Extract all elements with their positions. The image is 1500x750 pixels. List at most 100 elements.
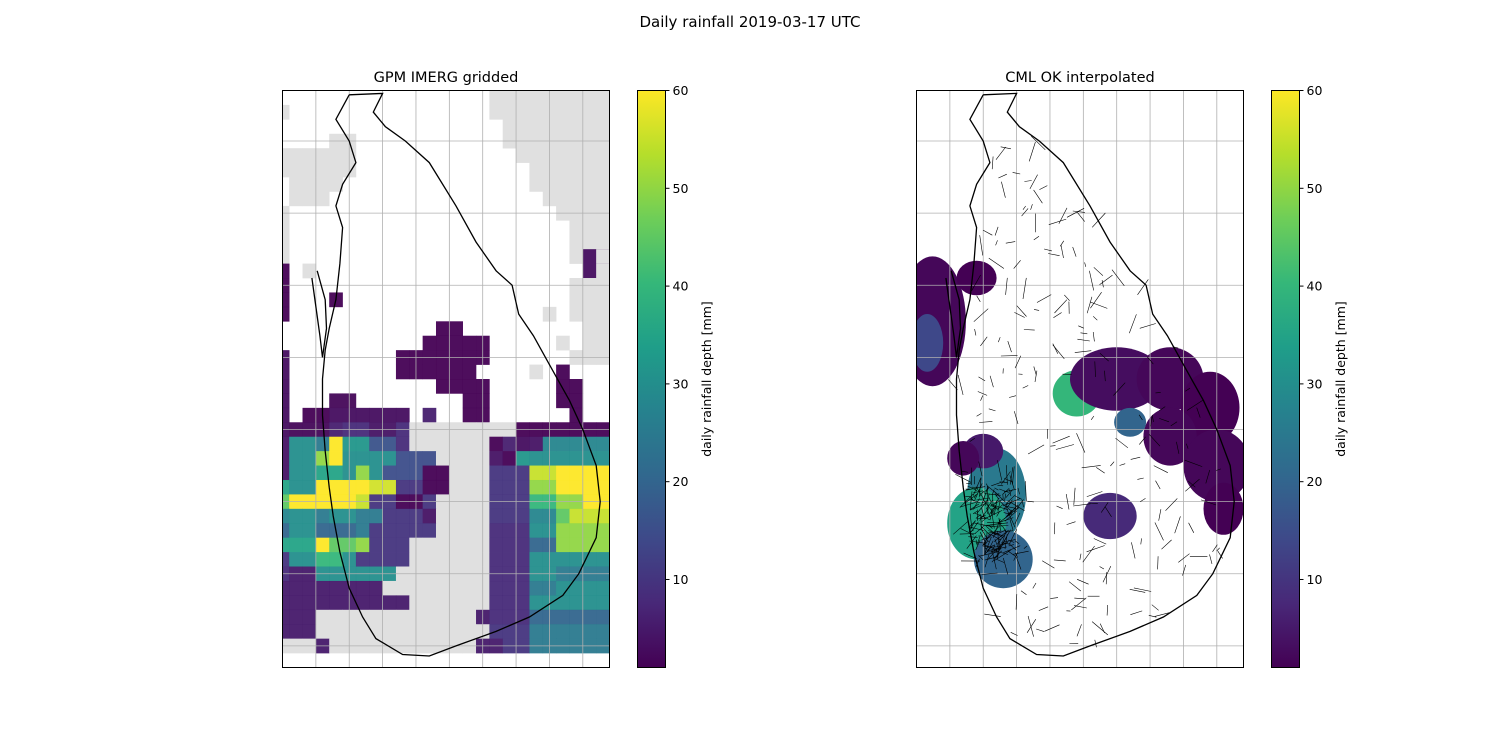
cml-link <box>1042 560 1055 569</box>
cml-link <box>1174 516 1181 534</box>
grid-cell <box>435 379 450 394</box>
cml-link <box>1017 487 1020 495</box>
grid-cell <box>449 379 463 394</box>
cml-link <box>994 226 999 236</box>
cml-link <box>1038 606 1049 611</box>
grid-cell-missing <box>516 90 530 106</box>
grid-cell <box>355 580 370 596</box>
grid-cell-missing <box>596 191 610 207</box>
grid-cell <box>355 595 370 611</box>
grid-cell <box>502 451 517 466</box>
grid-cell-missing <box>569 119 584 135</box>
grid-cell-missing <box>569 249 584 264</box>
grid-cell <box>282 523 290 538</box>
cml-link <box>992 525 1009 527</box>
grid-cell <box>282 436 290 452</box>
grid-cell <box>462 407 477 423</box>
cml-link <box>982 229 993 236</box>
grid-cell <box>435 364 450 380</box>
grid-cell <box>395 537 410 553</box>
cml-link <box>984 556 999 561</box>
cml-link <box>980 525 991 536</box>
grid-cell <box>529 479 544 495</box>
grid-cell <box>369 407 383 423</box>
cml-link <box>990 545 996 553</box>
grid-cell <box>435 479 450 495</box>
cml-link <box>969 540 986 544</box>
grid-cell <box>529 609 544 625</box>
grid-cell-missing <box>569 177 584 192</box>
grid-cell <box>282 393 290 409</box>
grid-cell <box>382 552 397 567</box>
grid-cell-missing <box>596 321 610 337</box>
cml-link <box>1153 465 1168 473</box>
grid-cell <box>282 609 290 625</box>
cml-link <box>990 505 997 518</box>
grid-cell <box>302 451 317 466</box>
cml-link <box>981 508 985 519</box>
interpolated-blob <box>1183 429 1244 502</box>
grid-cell <box>422 407 437 423</box>
cml-link <box>1005 277 1008 295</box>
grid-cell-missing <box>435 609 450 625</box>
grid-cell <box>556 624 570 639</box>
cml-link <box>1000 355 1018 357</box>
colorbar-tick-label: 60 <box>1307 83 1323 98</box>
grid-cell-missing <box>582 220 597 236</box>
grid-cell <box>449 321 463 337</box>
cml-link <box>1140 498 1146 502</box>
grid-cell-missing <box>395 580 410 596</box>
grid-cell-missing <box>529 119 544 135</box>
grid-cell-missing <box>569 234 584 250</box>
cml-link <box>1216 468 1221 471</box>
grid-cell <box>556 479 570 495</box>
grid-cell <box>516 523 530 538</box>
cml-link <box>1039 185 1048 190</box>
cml-link <box>991 504 1009 510</box>
grid-cell <box>516 595 530 611</box>
cml-link <box>997 460 1003 481</box>
grid-cell-missing <box>556 335 570 351</box>
cml-link <box>1188 480 1196 488</box>
grid-cell <box>516 451 530 466</box>
interpolated-blob <box>1180 371 1240 444</box>
cml-link <box>955 474 972 483</box>
grid-cell <box>282 306 290 322</box>
grid-cell <box>529 552 544 567</box>
grid-cell-missing <box>302 191 317 207</box>
cml-link <box>1172 346 1179 349</box>
cml-link <box>1014 512 1021 525</box>
gpm-axes-frame <box>282 90 610 668</box>
grid-cell <box>302 580 317 596</box>
grid-cell-missing <box>582 321 597 337</box>
grid-cell-missing <box>315 624 330 639</box>
grid-cell <box>556 436 570 452</box>
cml-link <box>1000 471 1011 485</box>
grid-cell-missing <box>516 148 530 163</box>
cml-link <box>953 520 969 535</box>
grid-cell <box>282 508 290 524</box>
cml-link <box>999 488 1009 493</box>
grid-cell <box>282 595 290 611</box>
cml-link <box>1100 502 1109 513</box>
grid-cell <box>289 537 303 553</box>
cml-link <box>1053 312 1062 319</box>
cml-link <box>1161 539 1172 550</box>
grid-cell <box>529 465 544 481</box>
grid-cell-missing <box>449 537 463 553</box>
grid-cell-missing <box>369 624 383 639</box>
colorbar-tick-label: 60 <box>673 83 689 98</box>
cml-link <box>1080 332 1088 335</box>
grid-cell <box>282 479 290 495</box>
grid-cell <box>529 595 544 611</box>
grid-cell <box>329 407 343 423</box>
grid-cell <box>516 465 530 481</box>
cml-link <box>1016 305 1027 317</box>
grid-cell <box>369 580 383 596</box>
cml-link <box>985 538 989 542</box>
grid-cell-missing <box>516 119 530 135</box>
cml-link <box>1205 469 1210 484</box>
grid-cell <box>282 552 290 567</box>
grid-cell <box>529 508 544 524</box>
cml-link <box>989 533 1001 541</box>
